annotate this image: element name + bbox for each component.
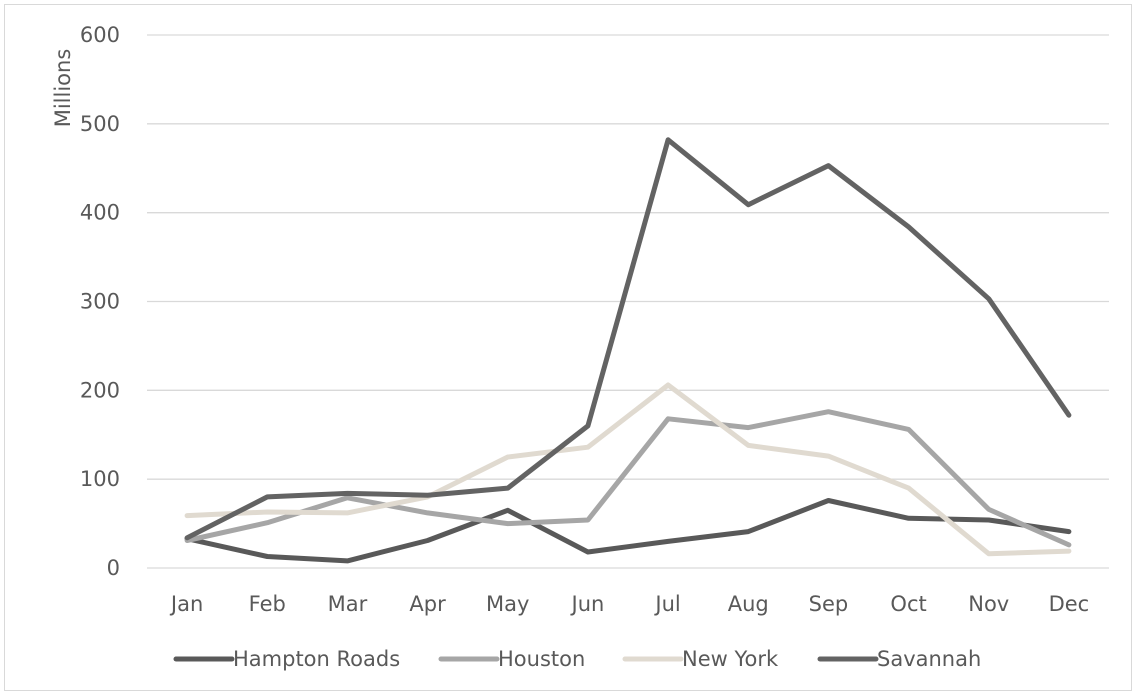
- x-tick-label: Dec: [1049, 592, 1090, 616]
- legend: Hampton Roads Houston New York Savannah: [173, 647, 981, 671]
- y-tick-label: 0: [107, 556, 120, 580]
- y-tick-label: 300: [80, 290, 120, 314]
- x-tick-label: Sep: [809, 592, 849, 616]
- series-line-savannah: [184, 137, 1072, 541]
- gridlines: [147, 34, 1109, 569]
- y-tick-label: 200: [80, 378, 120, 402]
- x-tick-label: Mar: [328, 592, 368, 616]
- y-tick-label: 100: [80, 467, 120, 491]
- x-tick-label: Jan: [169, 592, 203, 616]
- x-tick-label: Feb: [249, 592, 286, 616]
- x-tick-label: Apr: [409, 592, 446, 616]
- legend-label: Savannah: [877, 647, 981, 671]
- y-axis-ticks: 0 100 200 300 400 500 600: [80, 23, 120, 580]
- x-tick-label: Nov: [968, 592, 1009, 616]
- x-tick-label: Oct: [890, 592, 926, 616]
- x-tick-label: May: [486, 592, 529, 616]
- series-line-hampton-roads: [184, 498, 1072, 564]
- legend-label: Hampton Roads: [233, 647, 400, 671]
- x-tick-label: Jul: [653, 592, 680, 616]
- series-lines: [184, 137, 1072, 564]
- x-axis-ticks: Jan Feb Mar Apr May Jun Jul Aug Sep Oct Nov Dec: [169, 592, 1089, 616]
- chart-area: [4, 4, 1132, 691]
- y-axis-title: Millions: [51, 49, 75, 128]
- x-tick-label: Jun: [570, 592, 605, 616]
- series-line-new-york: [184, 382, 1072, 557]
- y-tick-label: 500: [80, 112, 120, 136]
- y-tick-label: 400: [80, 201, 120, 225]
- series-line-houston: [184, 409, 1072, 548]
- legend-label: New York: [682, 647, 779, 671]
- y-tick-label: 600: [80, 23, 120, 47]
- legend-label: Houston: [498, 647, 585, 671]
- x-tick-label: Aug: [728, 592, 769, 616]
